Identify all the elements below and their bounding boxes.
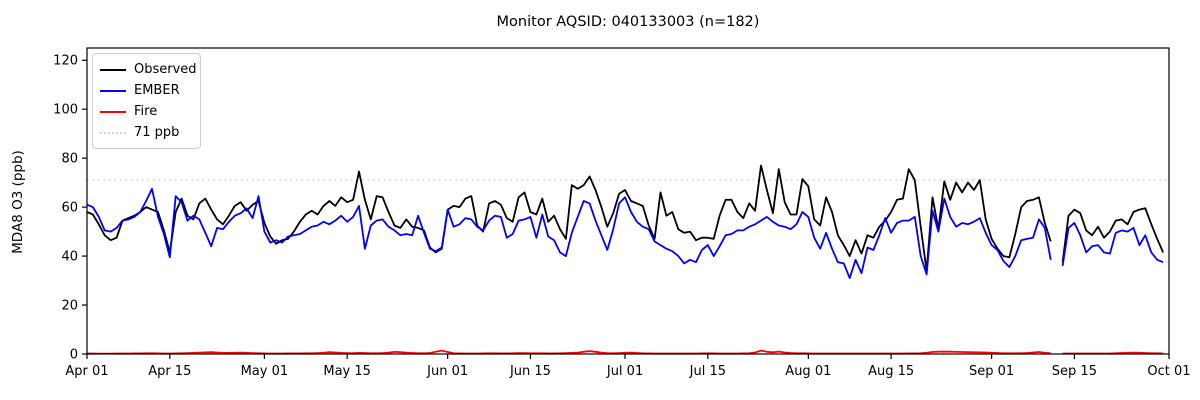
legend-label-observed: Observed <box>134 62 197 77</box>
observed-line-sample <box>100 68 126 71</box>
x-tick-label: May 01 <box>241 364 289 379</box>
y-tick-label: 20 <box>61 299 78 314</box>
x-tick-label: Apr 15 <box>148 364 191 379</box>
legend-item-fire: Fire <box>100 101 192 122</box>
legend: Observed EMBER Fire 71 ppb <box>92 53 201 149</box>
series-line-ember <box>86 187 1164 279</box>
y-tick-label: 80 <box>61 152 78 167</box>
series-line-observed <box>86 164 1164 272</box>
y-tick-label: 40 <box>61 250 78 265</box>
legend-item-observed: Observed <box>100 59 197 80</box>
x-tick-label: Aug 15 <box>868 364 914 379</box>
series-line-fire <box>87 349 1164 355</box>
fire-line-sample <box>100 110 126 113</box>
x-tick-label: May 15 <box>323 364 371 379</box>
ember-line-sample <box>100 89 126 92</box>
legend-item-threshold: 71 ppb <box>100 122 192 143</box>
y-tick-label: 100 <box>53 103 78 118</box>
legend-item-ember: EMBER <box>100 80 192 101</box>
y-tick-label: 120 <box>53 54 78 69</box>
x-tick-label: Apr 01 <box>65 364 108 379</box>
threshold-line-sample <box>100 131 126 134</box>
x-tick-label: Sep 15 <box>1052 364 1097 379</box>
x-tick-label: Oct 01 <box>1147 364 1190 379</box>
legend-label-ember: EMBER <box>134 83 180 98</box>
x-tick-label: Jul 01 <box>606 364 643 379</box>
x-tick-label: Sep 01 <box>969 364 1014 379</box>
x-tick-label: Jul 15 <box>689 364 726 379</box>
x-tick-label: Jun 01 <box>426 364 468 379</box>
legend-label-fire: Fire <box>134 104 158 119</box>
legend-label-threshold: 71 ppb <box>134 125 180 140</box>
y-tick-label: 0 <box>70 348 78 363</box>
plot-title: Monitor AQSID: 040133003 (n=182) <box>496 14 760 30</box>
x-tick-label: Jun 15 <box>509 364 551 379</box>
y-axis-label: MDA8 O3 (ppb) <box>10 150 26 254</box>
y-tick-label: 60 <box>61 201 78 216</box>
x-tick-label: Aug 01 <box>785 364 831 379</box>
axes-frame <box>86 47 1170 355</box>
